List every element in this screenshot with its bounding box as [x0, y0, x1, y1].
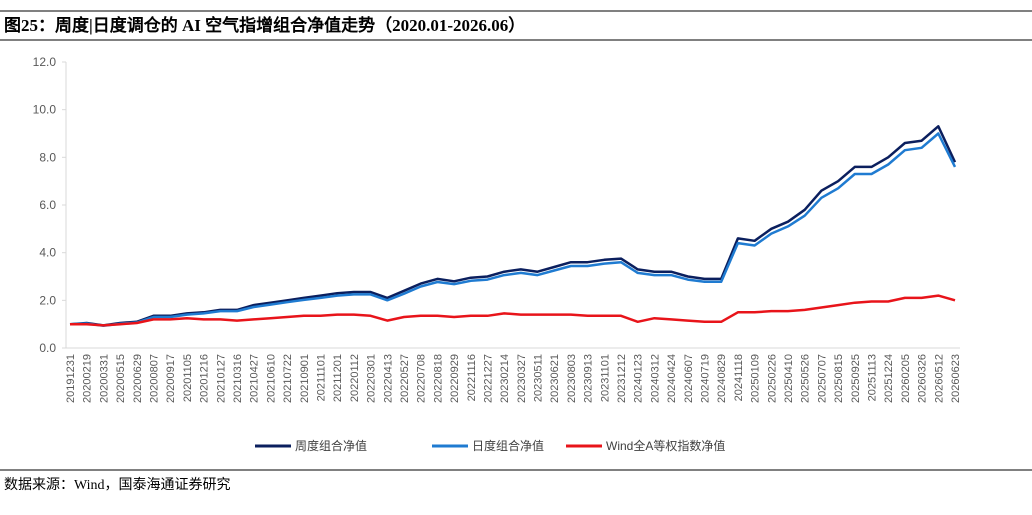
- x-tick-label: 20220112: [349, 354, 361, 402]
- series-line: [70, 294, 956, 327]
- y-tick-label: 2.0: [39, 293, 56, 307]
- legend-label: Wind全A等权指数净值: [606, 438, 725, 453]
- x-tick-label: 20250526: [800, 354, 812, 403]
- x-tick-label: 20200331: [98, 354, 110, 403]
- x-tick-label: 20230803: [566, 354, 578, 403]
- x-tick-label: 20210427: [249, 354, 261, 403]
- x-tick-label: 20250109: [750, 354, 762, 403]
- x-tick-label: 20201216: [199, 354, 211, 403]
- y-tick-label: 6.0: [39, 198, 56, 212]
- x-tick-label: 20211101: [315, 354, 327, 401]
- x-tick-label: 20251224: [883, 354, 895, 403]
- x-tick-label: 20240607: [683, 354, 695, 403]
- x-tick-label: 20260512: [933, 354, 945, 403]
- series-line: [69, 125, 957, 327]
- x-tick-label: 20210901: [299, 354, 311, 403]
- x-tick-label: 20240829: [716, 354, 728, 403]
- x-tick-label: 20230511: [533, 354, 545, 402]
- x-tick-label: 20220708: [416, 354, 428, 403]
- x-tick-label: 20221116: [466, 354, 478, 401]
- x-tick-label: 20241118: [733, 354, 745, 401]
- x-tick-label: 20250925: [850, 354, 862, 403]
- x-tick-label: 20210610: [265, 354, 277, 403]
- x-tick-label: 20220527: [399, 354, 411, 403]
- x-tick-label: 20250815: [833, 354, 845, 403]
- legend-label: 周度组合净值: [295, 438, 367, 453]
- series-line: [69, 132, 957, 328]
- x-tick-label: 20260623: [950, 354, 962, 403]
- x-tick-label: 20240123: [633, 354, 645, 403]
- x-tick-label: 20210722: [282, 354, 294, 403]
- x-tick-label: 20260326: [917, 354, 929, 403]
- x-tick-label: 20220301: [366, 354, 378, 403]
- legend-label: 日度组合净值: [472, 438, 544, 453]
- x-tick-label: 20250226: [766, 354, 778, 403]
- x-tick-label: 20250707: [816, 354, 828, 403]
- x-tick-label: 20191231: [65, 354, 77, 403]
- y-tick-label: 4.0: [39, 246, 56, 260]
- x-tick-label: 20250410: [783, 354, 795, 403]
- x-tick-label: 20200917: [165, 354, 177, 403]
- chart-title: 图25：周度|日度调仓的 AI 空气指增组合净值走势（2020.01-2026.…: [4, 15, 525, 35]
- x-tick-label: 20230621: [549, 354, 561, 403]
- x-tick-label: 20240719: [700, 354, 712, 403]
- x-tick-label: 20210127: [215, 354, 227, 403]
- y-tick-label: 0.0: [39, 341, 56, 355]
- x-tick-label: 20200515: [115, 354, 127, 403]
- x-tick-label: 20230214: [499, 354, 511, 403]
- x-tick-label: 20200807: [148, 354, 160, 403]
- x-tick-label: 20220413: [382, 354, 394, 403]
- y-tick-label: 10.0: [33, 103, 57, 117]
- x-tick-label: 20230913: [583, 354, 595, 403]
- x-tick-label: 20230327: [516, 354, 528, 403]
- x-tick-label: 20211201: [332, 354, 344, 402]
- x-tick-label: 20240424: [666, 354, 678, 403]
- x-tick-label: 20231212: [616, 354, 628, 403]
- y-tick-label: 8.0: [39, 150, 56, 164]
- x-tick-label: 20240312: [649, 354, 661, 403]
- x-tick-label: 20200629: [132, 354, 144, 403]
- x-tick-label: 20221227: [482, 354, 494, 403]
- x-tick-label: 20260205: [900, 354, 912, 403]
- x-tick-label: 20200219: [82, 354, 94, 403]
- y-tick-label: 12.0: [33, 55, 57, 69]
- x-tick-label: 20220818: [432, 354, 444, 403]
- x-tick-label: 20251113: [867, 354, 879, 401]
- x-tick-label: 20201105: [182, 354, 194, 402]
- x-tick-label: 20220929: [449, 354, 461, 403]
- source: 数据来源：Wind，国泰海通证券研究: [4, 477, 231, 493]
- x-tick-label: 20210316: [232, 354, 244, 403]
- x-tick-label: 20231101: [599, 354, 611, 402]
